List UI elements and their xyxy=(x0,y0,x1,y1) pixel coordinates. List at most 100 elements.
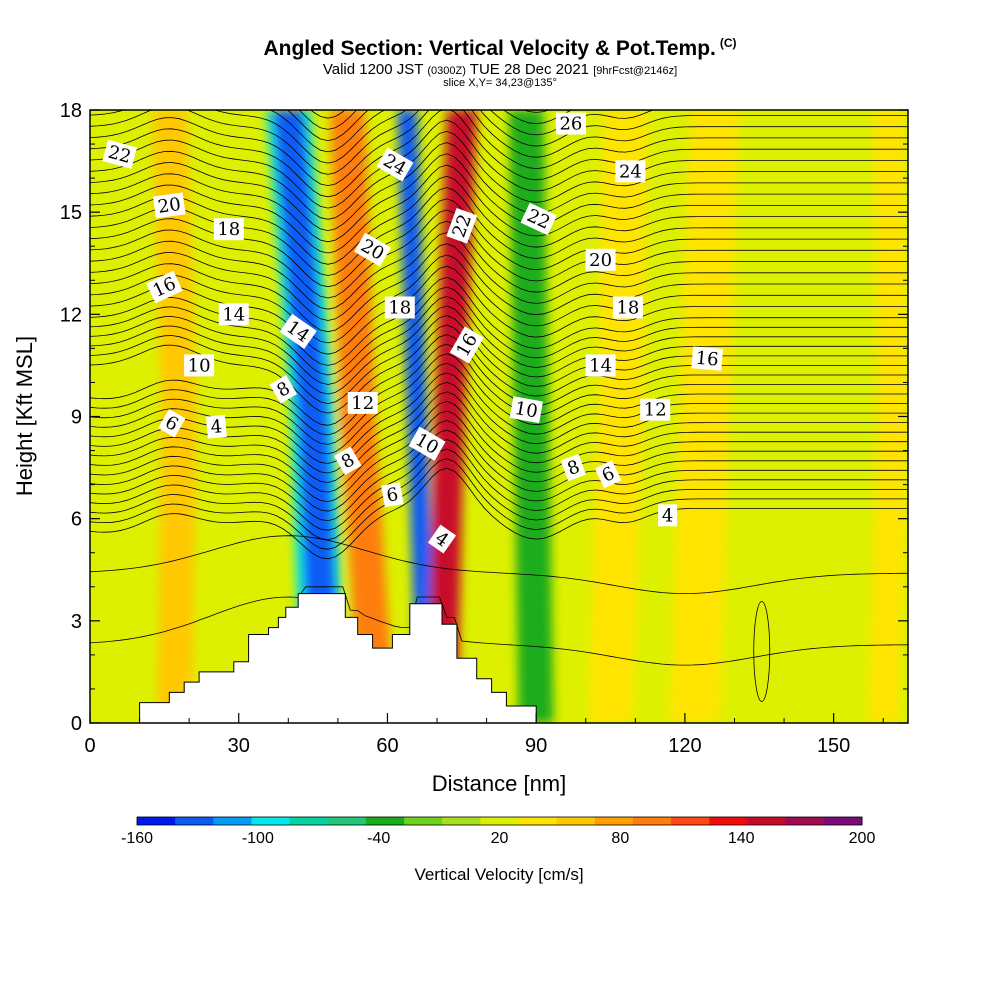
theta-contour-2 xyxy=(90,458,908,550)
velocity-core-3 xyxy=(400,110,435,655)
contour-label-box xyxy=(555,112,586,135)
y-tick-label: 18 xyxy=(60,100,82,122)
colorbar-swatch xyxy=(594,817,634,825)
contour-label-text: 20 xyxy=(589,250,612,271)
forecast-tag: [9hrFcst@2146z] xyxy=(593,65,678,77)
theta-contour-26 xyxy=(90,220,908,310)
theta-contour-13 xyxy=(90,353,908,445)
contour-label-9: 6 xyxy=(158,409,186,438)
colorbar-swatch xyxy=(823,817,863,825)
theta-contour-closed xyxy=(753,601,771,702)
contour-label-31: 6 xyxy=(594,460,622,489)
theta-contour-18 xyxy=(90,305,908,395)
contour-label-15: 8 xyxy=(334,446,362,476)
y-tick-label: 3 xyxy=(71,611,82,633)
contour-label-7: 10 xyxy=(184,354,215,377)
theta-contour-1 xyxy=(90,467,908,560)
theta-contour-30 xyxy=(90,175,908,265)
contour-label-box xyxy=(408,426,446,461)
contour-label-18: 4 xyxy=(427,524,457,554)
colorbar-tick-label: 140 xyxy=(728,830,755,847)
colorbar-swatch xyxy=(480,817,520,825)
theta-contour-25 xyxy=(90,232,908,321)
contour-label-20: 16 xyxy=(449,326,484,364)
colorbar-tick-label: 80 xyxy=(611,830,629,847)
colorbar-tick-label: 20 xyxy=(491,830,509,847)
contour-label-text: 18 xyxy=(388,298,411,319)
colorbar-swatch xyxy=(404,817,443,825)
contour-label-box xyxy=(213,218,244,241)
contour-label-text: 26 xyxy=(559,114,582,135)
x-tick-label: 150 xyxy=(817,735,850,757)
colorbar-swatch xyxy=(137,817,176,825)
colorbar-swatch xyxy=(709,817,749,825)
contour-label-13: 18 xyxy=(384,296,415,319)
colorbar-swatch xyxy=(175,817,214,825)
theta-contour-31 xyxy=(90,164,908,254)
contour-label-32: 4 xyxy=(658,504,678,527)
theta-contour-9 xyxy=(90,391,908,483)
theta-contour-27 xyxy=(90,209,908,299)
contour-label-box xyxy=(376,147,414,182)
x-tick-label: 90 xyxy=(525,735,547,757)
contour-label-box xyxy=(269,375,298,404)
theta-contour-6 xyxy=(90,420,908,512)
contour-label-30: 8 xyxy=(560,454,587,482)
colorbar-tick-label: -160 xyxy=(121,830,153,847)
contour-label-5: 14 xyxy=(218,303,249,326)
theta-contour-16 xyxy=(90,324,908,414)
contour-label-text: 18 xyxy=(217,219,240,240)
colorbar-swatch xyxy=(747,817,787,825)
y-tick-label: 15 xyxy=(60,202,82,224)
theta-contour-43 xyxy=(310,110,346,119)
contour-label-text: 14 xyxy=(589,355,612,376)
contour-label-box xyxy=(560,454,587,482)
theta-contour-37 xyxy=(90,110,908,187)
valid-zulu: (0300Z) xyxy=(427,65,466,77)
theta-contour-7 xyxy=(90,410,908,503)
contour-label-2: 20 xyxy=(152,192,186,219)
contour-label-text: 4 xyxy=(210,416,223,438)
contour-label-box xyxy=(691,346,724,371)
colorbar-tick-label: 200 xyxy=(849,830,876,847)
contour-label-29: 12 xyxy=(640,398,671,421)
colorbar-label: Vertical Velocity [cm/s] xyxy=(414,865,583,884)
contour-label-24: 20 xyxy=(585,248,616,271)
colorbar-swatch xyxy=(365,817,405,825)
velocity-core-4 xyxy=(431,110,473,655)
theta-contour-32 xyxy=(90,153,908,243)
contour-label-text: 6 xyxy=(385,484,400,507)
x-tick-label: 120 xyxy=(668,735,701,757)
theta-contour-4 xyxy=(90,439,908,531)
contour-label-text: 4 xyxy=(662,505,673,526)
y-tick-label: 6 xyxy=(71,509,82,531)
theta-contour-low-2 xyxy=(90,535,908,595)
axes: 0 30 60 90 120 150 0 3 6 9 12 15 18 xyxy=(60,100,908,757)
contour-label-box xyxy=(612,296,643,319)
contour-label-text: 14 xyxy=(222,304,245,325)
contour-label-box xyxy=(384,296,415,319)
contour-label-box xyxy=(334,446,362,476)
theta-contour-35 xyxy=(90,119,908,209)
contour-label-box xyxy=(427,524,457,554)
theta-contour-8 xyxy=(90,401,908,493)
contour-label-box xyxy=(658,504,678,527)
contour-label-8: 8 xyxy=(269,375,298,404)
contour-label-box xyxy=(520,202,557,236)
theta-contour-low-1 xyxy=(90,586,908,666)
contour-label-1: 22 xyxy=(102,139,138,169)
theta-contour-17 xyxy=(90,315,908,405)
y-tick-label: 9 xyxy=(71,407,82,429)
contour-label-text: 12 xyxy=(644,400,667,421)
chart-title: Angled Section: Vertical Velocity & Pot.… xyxy=(263,36,737,60)
contour-label-14: 12 xyxy=(347,391,378,414)
colorbar: -160 -100 -40 20 80 140 200 xyxy=(121,816,876,847)
contour-label-box xyxy=(146,270,183,304)
contour-label-box xyxy=(509,396,543,424)
contour-label-28: 10 xyxy=(509,396,543,424)
contour-label-box xyxy=(615,160,646,183)
theta-contour-12 xyxy=(90,362,908,455)
velocity-band-2 xyxy=(330,110,395,723)
